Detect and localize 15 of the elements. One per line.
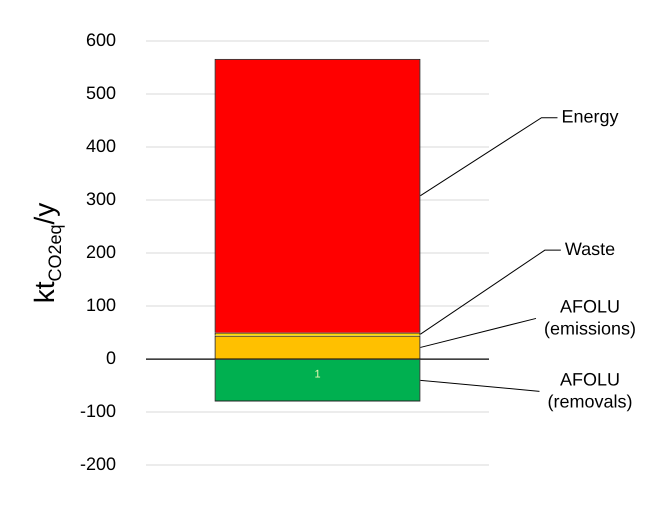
y-tick-label: 400 <box>86 136 116 156</box>
text: Waste <box>564 239 616 260</box>
y-tick-label: 100 <box>86 295 116 316</box>
x-tick-label: 1 <box>314 368 321 381</box>
y-tick-label: 500 <box>86 82 116 103</box>
text: Energy <box>561 106 619 127</box>
text: AFOLU (emissions) <box>544 296 636 338</box>
y-axis-title: ktCO2eq/y <box>29 202 65 304</box>
text: AFOLU (removals) <box>547 369 633 412</box>
y-tick-label: -100 <box>80 401 116 422</box>
y-tick-label: 600 <box>86 30 116 50</box>
y-tick-label: -200 <box>80 454 116 474</box>
y-tick-label: 200 <box>86 242 116 262</box>
y-tick-label: 0 <box>106 348 116 368</box>
y-tick-label: 300 <box>86 188 116 209</box>
